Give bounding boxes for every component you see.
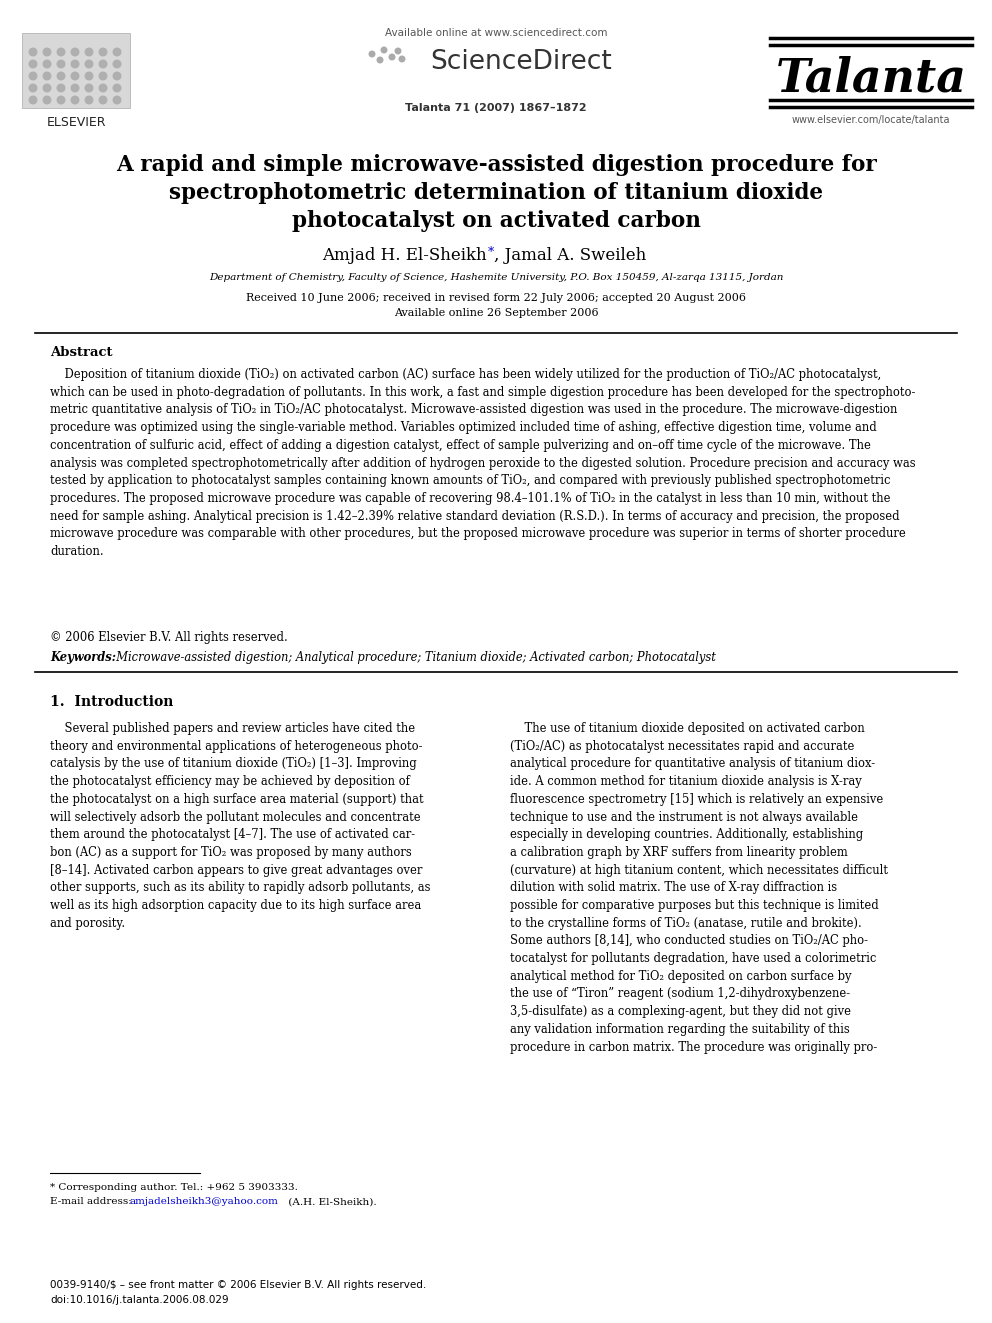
Circle shape <box>399 56 406 62</box>
Circle shape <box>84 60 93 69</box>
Circle shape <box>381 46 388 53</box>
Circle shape <box>84 48 93 57</box>
Circle shape <box>29 60 38 69</box>
Circle shape <box>389 53 396 61</box>
Circle shape <box>57 48 65 57</box>
Circle shape <box>377 57 384 64</box>
Circle shape <box>43 60 52 69</box>
Circle shape <box>84 83 93 93</box>
Circle shape <box>70 95 79 105</box>
Text: *: * <box>488 246 494 259</box>
Circle shape <box>29 83 38 93</box>
Circle shape <box>84 71 93 81</box>
Text: Department of Chemistry, Faculty of Science, Hashemite University, P.O. Box 1504: Department of Chemistry, Faculty of Scie… <box>208 274 784 283</box>
Text: The use of titanium dioxide deposited on activated carbon
(TiO₂/AC) as photocata: The use of titanium dioxide deposited on… <box>510 722 888 1053</box>
Circle shape <box>98 71 107 81</box>
Circle shape <box>112 83 121 93</box>
Text: Several published papers and review articles have cited the
theory and environme: Several published papers and review arti… <box>50 722 431 930</box>
Text: Talanta 71 (2007) 1867–1872: Talanta 71 (2007) 1867–1872 <box>405 103 587 112</box>
Circle shape <box>57 95 65 105</box>
Circle shape <box>43 71 52 81</box>
Circle shape <box>98 48 107 57</box>
Text: ELSEVIER: ELSEVIER <box>47 115 106 128</box>
Circle shape <box>43 48 52 57</box>
Text: Talanta: Talanta <box>776 56 966 101</box>
Circle shape <box>112 60 121 69</box>
Text: Available online 26 September 2006: Available online 26 September 2006 <box>394 308 598 318</box>
Circle shape <box>112 95 121 105</box>
Circle shape <box>395 48 402 54</box>
Circle shape <box>70 83 79 93</box>
Circle shape <box>57 83 65 93</box>
Text: www.elsevier.com/locate/talanta: www.elsevier.com/locate/talanta <box>792 115 950 124</box>
Circle shape <box>112 71 121 81</box>
Circle shape <box>368 50 376 57</box>
Text: A rapid and simple microwave-assisted digestion procedure for: A rapid and simple microwave-assisted di… <box>116 153 876 176</box>
Text: amjadelsheikh3@yahoo.com: amjadelsheikh3@yahoo.com <box>130 1197 279 1207</box>
Text: ScienceDirect: ScienceDirect <box>430 49 612 75</box>
Text: Received 10 June 2006; received in revised form 22 July 2006; accepted 20 August: Received 10 June 2006; received in revis… <box>246 292 746 303</box>
Text: Available online at www.sciencedirect.com: Available online at www.sciencedirect.co… <box>385 28 607 38</box>
Circle shape <box>98 83 107 93</box>
Text: doi:10.1016/j.talanta.2006.08.029: doi:10.1016/j.talanta.2006.08.029 <box>50 1295 228 1304</box>
Circle shape <box>57 71 65 81</box>
Text: Deposition of titanium dioxide (TiO₂) on activated carbon (AC) surface has been : Deposition of titanium dioxide (TiO₂) on… <box>50 368 916 558</box>
Circle shape <box>43 95 52 105</box>
Text: © 2006 Elsevier B.V. All rights reserved.: © 2006 Elsevier B.V. All rights reserved… <box>50 631 288 644</box>
Circle shape <box>70 60 79 69</box>
Circle shape <box>84 95 93 105</box>
Circle shape <box>43 83 52 93</box>
Circle shape <box>70 48 79 57</box>
Text: Microwave-assisted digestion; Analytical procedure; Titanium dioxide; Activated : Microwave-assisted digestion; Analytical… <box>109 651 716 664</box>
Text: Keywords:: Keywords: <box>50 651 116 664</box>
Text: (A.H. El-Sheikh).: (A.H. El-Sheikh). <box>285 1197 377 1207</box>
Text: spectrophotometric determination of titanium dioxide: spectrophotometric determination of tita… <box>169 183 823 204</box>
Text: photocatalyst on activated carbon: photocatalyst on activated carbon <box>292 210 700 232</box>
Circle shape <box>57 60 65 69</box>
Text: E-mail address:: E-mail address: <box>50 1197 135 1207</box>
Text: , Jamal A. Sweileh: , Jamal A. Sweileh <box>494 247 646 265</box>
Text: 1.  Introduction: 1. Introduction <box>50 695 174 709</box>
Text: 0039-9140/$ – see front matter © 2006 Elsevier B.V. All rights reserved.: 0039-9140/$ – see front matter © 2006 El… <box>50 1279 427 1290</box>
Text: Amjad H. El-Sheikh: Amjad H. El-Sheikh <box>322 247 487 265</box>
Text: Abstract: Abstract <box>50 345 112 359</box>
Text: * Corresponding author. Tel.: +962 5 3903333.: * Corresponding author. Tel.: +962 5 390… <box>50 1183 298 1192</box>
Circle shape <box>98 60 107 69</box>
Circle shape <box>70 71 79 81</box>
FancyBboxPatch shape <box>22 33 130 108</box>
Circle shape <box>29 71 38 81</box>
Circle shape <box>98 95 107 105</box>
Circle shape <box>29 95 38 105</box>
Circle shape <box>112 48 121 57</box>
Circle shape <box>29 48 38 57</box>
